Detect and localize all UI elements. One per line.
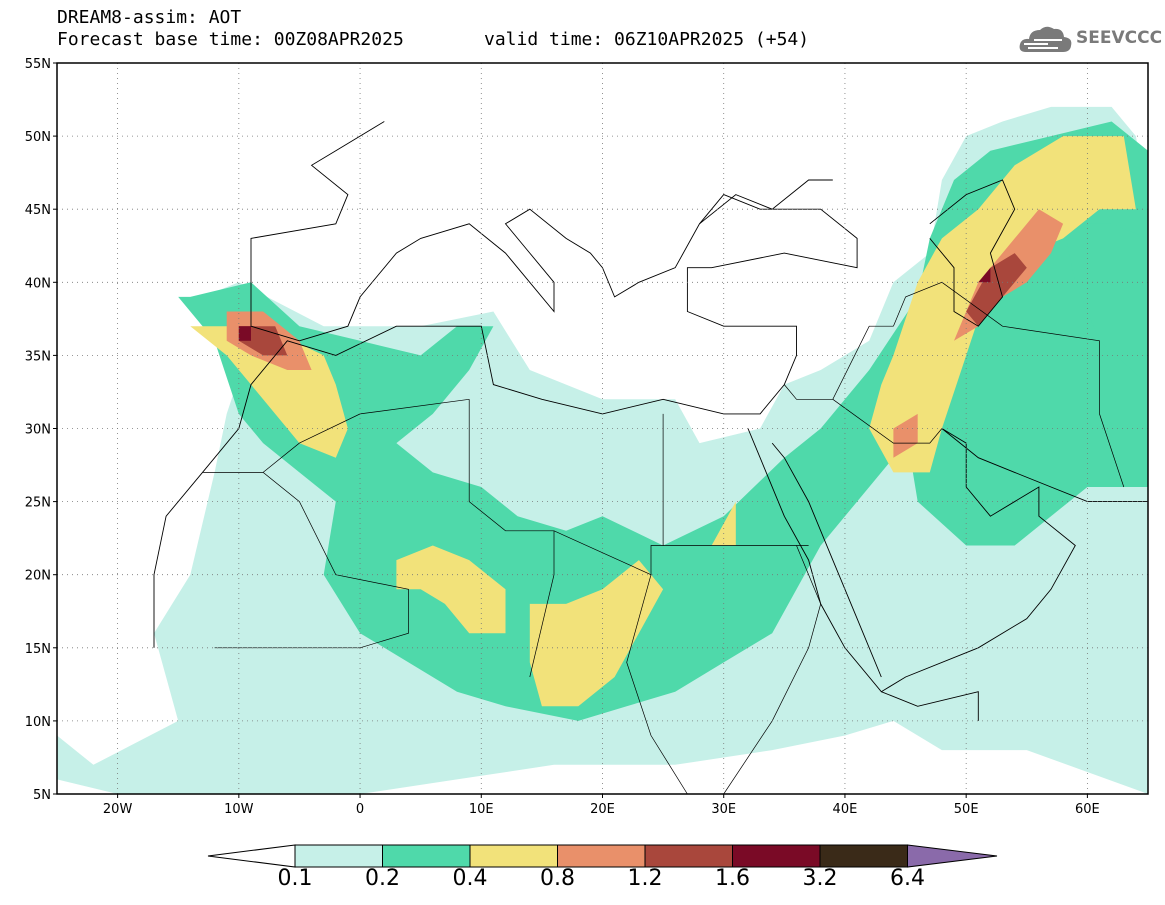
colorbar-level-label: 3.2: [802, 866, 838, 891]
colorbar-segment: [557, 844, 646, 868]
lon-label: 30E: [711, 802, 736, 817]
dust-contour-0-8: [893, 413, 918, 458]
dust-contour-layers: [57, 106, 1148, 794]
lat-label: 5N: [33, 788, 51, 803]
lat-label: 20N: [25, 569, 51, 584]
coastline-3: [881, 691, 979, 721]
lon-label: 20W: [103, 802, 133, 817]
coastline-1: [747, 428, 1076, 693]
lat-label: 55N: [25, 57, 51, 72]
lat-label: 35N: [25, 349, 51, 364]
colorbar-level-label: 0.2: [365, 866, 400, 891]
dust-contour-0-4: [869, 136, 1136, 473]
coastlines-borders: [153, 121, 1148, 794]
seevccc-logo: SEEVCCC: [1018, 22, 1162, 56]
dust-contour-0-4: [711, 501, 736, 546]
dust-contour-0-4: [396, 545, 506, 634]
border-8: [893, 281, 1125, 488]
colorbar-level-label: 6.4: [890, 866, 925, 891]
forecast-base-time: Forecast base time: 00Z08APR2025: [57, 29, 404, 50]
colorbar-level-label: 1.6: [715, 866, 750, 891]
colorbar-over-triangle: [907, 844, 998, 868]
lon-label: 10E: [469, 802, 494, 817]
colorbar-level-label: 0.8: [540, 866, 575, 891]
cloud-logo-icon: [1019, 26, 1072, 52]
lat-label: 40N: [25, 276, 51, 291]
dust-contour-0-2: [1063, 223, 1148, 385]
colorbar: [207, 844, 998, 868]
dust-contour-1-2: [966, 253, 1027, 327]
dust-contour-0-4: [190, 326, 348, 458]
border-2: [468, 399, 664, 576]
lat-label: 45N: [25, 203, 51, 218]
axis-ticks: 5N 10N 15N 20N 25N 30N 35N 40N 45N 50N 55N 20W 10W 0 1…: [25, 57, 1100, 817]
border-0: [202, 472, 409, 649]
colorbar-segment: [382, 844, 471, 868]
colorbar-segment: [294, 844, 383, 868]
colorbar-under-triangle: [207, 844, 296, 868]
lon-label: 20E: [590, 802, 615, 817]
lat-label: 30N: [25, 423, 51, 438]
lat-label: 10N: [25, 715, 51, 730]
valid-time: valid time: 06Z10APR2025 (+54): [484, 29, 810, 50]
colorbar-segment: [469, 844, 558, 868]
coastline-2: [771, 442, 882, 678]
dust-contour-1-6: [238, 326, 251, 341]
lon-label: 0: [356, 802, 364, 817]
border-9: [723, 545, 822, 794]
lon-label: 50E: [954, 802, 979, 817]
graticule: [57, 63, 1148, 794]
colorbar-segment: [819, 844, 908, 868]
coastline-5: [929, 179, 1016, 327]
border-7: [832, 399, 943, 444]
lat-label: 50N: [25, 130, 51, 145]
lon-label: 60E: [1075, 802, 1100, 817]
dust-contour-0-4: [529, 560, 664, 707]
colorbar-segment: [644, 844, 733, 868]
lon-label: 10W: [224, 802, 254, 817]
colorbar-segment: [732, 844, 821, 868]
lon-label: 40E: [833, 802, 858, 817]
colorbar-level-label: 1.2: [627, 866, 663, 891]
colorbar-level-label: 0.4: [452, 866, 488, 891]
border-5: [626, 574, 688, 794]
border-1: [262, 398, 470, 473]
lat-label: 25N: [25, 496, 51, 511]
map-title: DREAM8-assim: AOT: [57, 7, 242, 28]
coastline-0: [153, 121, 858, 648]
logo-text: SEEVCCC: [1076, 28, 1163, 48]
map-area: [57, 63, 1148, 794]
dust-contour-1-6: [978, 267, 991, 283]
lat-label: 15N: [25, 642, 51, 657]
dust-contour-0-1: [57, 106, 1148, 794]
colorbar-level-label: 0.1: [277, 866, 313, 891]
border-4: [529, 530, 555, 678]
